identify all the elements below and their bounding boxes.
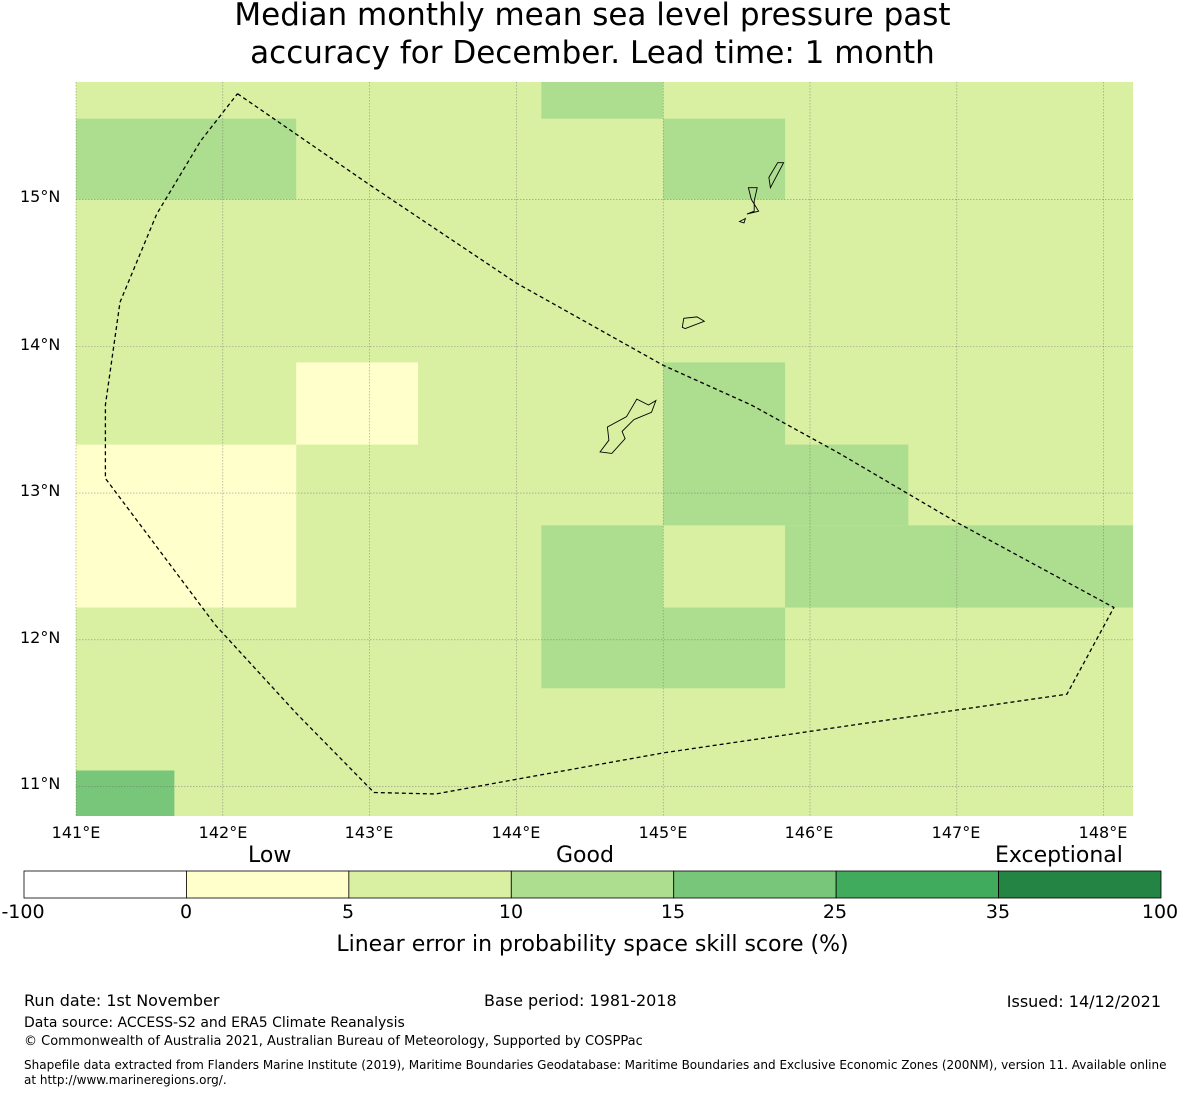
shapefile-credit-line-1: Shapefile data extracted from Flanders M… (24, 1058, 1167, 1072)
legend-category-low: Low (248, 843, 292, 868)
grid-cell (663, 607, 786, 689)
cbar-tick-0: 0 (179, 901, 193, 923)
grid-cell (76, 770, 175, 816)
lon-tick-142e: 142°E (198, 823, 248, 842)
island-coastline (768, 162, 785, 190)
colorbar (23, 870, 1162, 899)
lat-tick-11n: 11°N (20, 774, 61, 793)
cbar-tick-35: 35 (985, 901, 1011, 923)
colorbar-bin (673, 870, 837, 899)
island-coastline (746, 187, 760, 215)
lon-tick-145e: 145°E (638, 823, 688, 842)
lat-tick-14n: 14°N (20, 335, 61, 354)
colorbar-bin (186, 870, 350, 899)
grid-cell (663, 118, 786, 200)
issued-date: Issued: 14/12/2021 (1006, 992, 1161, 1011)
cbar-tick-15: 15 (660, 901, 686, 923)
island-coastline (738, 217, 747, 224)
grid-cell (785, 444, 909, 526)
eez-boundary (104, 93, 1115, 795)
grid-cell (76, 444, 297, 608)
run-date: Run date: 1st November (24, 991, 220, 1010)
map-title: Median monthly mean sea level pressure p… (0, 0, 1185, 72)
grid-cell (663, 362, 786, 526)
title-line-1: Median monthly mean sea level pressure p… (234, 0, 951, 33)
title-line-2: accuracy for December. Lead time: 1 mont… (250, 35, 935, 71)
lon-tick-147e: 147°E (931, 823, 981, 842)
island-coastline (599, 398, 657, 454)
cbar-tick-neg100: -100 (1, 901, 45, 923)
legend-category-good: Good (556, 843, 614, 868)
lat-tick-15n: 15°N (20, 187, 61, 206)
cbar-tick-10: 10 (498, 901, 524, 923)
lon-tick-141e: 141°E (51, 823, 101, 842)
cbar-tick-25: 25 (822, 901, 848, 923)
grid-cell (785, 525, 1133, 608)
shapefile-credit-line-2: at http://www.marineregions.org/. (24, 1073, 227, 1087)
colorbar-bin (23, 870, 187, 899)
lon-tick-146e: 146°E (784, 823, 834, 842)
lon-tick-148e: 148°E (1078, 823, 1128, 842)
legend-category-exceptional: Exceptional (995, 843, 1123, 868)
lon-tick-144e: 144°E (491, 823, 541, 842)
grid-cell (76, 118, 297, 200)
copyright: © Commonwealth of Australia 2021, Austra… (24, 1034, 643, 1049)
colorbar-label: Linear error in probability space skill … (336, 932, 849, 957)
colorbar-bin (835, 870, 999, 899)
colorbar-bin (998, 870, 1162, 899)
grid-cell (541, 525, 664, 689)
lon-tick-143e: 143°E (344, 823, 394, 842)
island-coastline (681, 316, 706, 330)
skill-score-map (75, 82, 1133, 816)
data-source: Data source: ACCESS-S2 and ERA5 Climate … (24, 1015, 405, 1031)
grid-cell (541, 82, 664, 119)
grid-cell (296, 362, 419, 445)
cbar-tick-100: 100 (1141, 901, 1179, 923)
base-period: Base period: 1981-2018 (484, 991, 677, 1010)
cbar-tick-5: 5 (341, 901, 355, 923)
colorbar-bin (348, 870, 512, 899)
colorbar-bin (510, 870, 675, 899)
lat-tick-12n: 12°N (20, 628, 61, 647)
lat-tick-13n: 13°N (20, 481, 61, 500)
